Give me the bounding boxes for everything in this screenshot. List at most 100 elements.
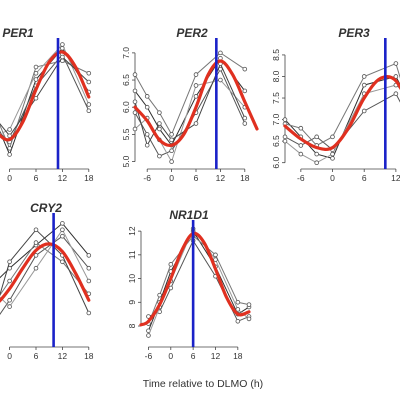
data-point: [60, 227, 65, 233]
data-point: [157, 121, 162, 126]
data-point: [157, 126, 162, 132]
y-tick-label: 8: [127, 323, 137, 328]
y-tick-label: 8.0: [271, 70, 281, 82]
y-tick-label: 9: [127, 300, 137, 305]
x-tick-label: 0: [330, 173, 335, 183]
y-tick-label: 5.0: [121, 155, 131, 167]
data-point: [60, 42, 65, 47]
subject-line: [0, 235, 90, 316]
x-tick-label: 0: [7, 351, 12, 361]
data-point: [193, 94, 199, 99]
data-point: [213, 252, 218, 258]
data-point: [60, 221, 65, 226]
x-tick-label: 12: [58, 351, 68, 361]
data-point: [33, 227, 39, 233]
data-point: [132, 99, 138, 105]
data-point: [33, 70, 39, 76]
data-point: [157, 110, 162, 115]
y-tick-label: 6.0: [121, 101, 131, 113]
y-tick-label: 5.5: [121, 128, 131, 140]
data-point: [330, 134, 335, 140]
x-tick-label: 12: [211, 351, 221, 361]
data-point: [86, 108, 92, 114]
data-point: [314, 134, 319, 140]
data-point: [132, 126, 138, 132]
data-point: [282, 138, 288, 144]
x-tick-label: 12: [391, 173, 400, 183]
x-tick-label: 6: [191, 351, 196, 361]
data-point: [144, 142, 150, 148]
data-point: [246, 302, 252, 307]
x-tick-label: 18: [84, 173, 94, 183]
y-tick-label: 12: [127, 226, 137, 236]
data-point: [361, 108, 367, 114]
data-point: [361, 82, 367, 88]
x-tick-label: 6: [34, 351, 39, 361]
data-point: [7, 152, 12, 157]
data-point: [132, 72, 138, 77]
data-point: [193, 83, 199, 88]
data-point: [33, 240, 39, 245]
data-point: [33, 64, 39, 70]
data-point: [169, 148, 174, 153]
data-point: [298, 125, 304, 131]
data-point: [33, 77, 39, 82]
subject-line: [0, 228, 90, 308]
x-tick-label: -6: [145, 351, 153, 361]
y-tick-label: 7.0: [271, 113, 281, 125]
data-point: [60, 233, 65, 239]
panel-title: CRY2: [30, 201, 62, 215]
data-point: [235, 307, 241, 312]
x-axis-label: Time relative to DLMO (h): [143, 378, 263, 390]
data-point: [218, 77, 223, 83]
data-point: [361, 74, 367, 79]
data-point: [169, 159, 174, 164]
data-point: [169, 132, 174, 137]
data-point: [146, 333, 151, 338]
panel-per1: PER1 0 6 12 18: [0, 26, 94, 183]
data-point: [144, 132, 150, 137]
x-tick-label: 0: [168, 351, 173, 361]
data-point: [7, 133, 12, 139]
data-point: [157, 292, 162, 298]
data-point: [242, 121, 248, 126]
data-point: [393, 74, 399, 79]
x-tick-label: 18: [84, 351, 94, 361]
x-tick-label: 6: [194, 173, 199, 183]
data-point: [242, 66, 248, 72]
data-point: [132, 88, 138, 94]
subject-line: [0, 241, 90, 296]
data-point: [242, 88, 248, 94]
data-point: [282, 117, 288, 122]
panel-nr1d1: NR1D1 8 9 10 11 12 -6 0 6 12 18: [127, 208, 252, 361]
data-point: [246, 316, 252, 322]
y-tick-label: 8.5: [271, 49, 281, 61]
subject-line: [0, 60, 90, 150]
y-tick-label: 11: [127, 250, 137, 259]
data-point: [314, 151, 319, 157]
panel-cry2: CRY2 0 6 12 18: [0, 201, 94, 361]
data-point: [169, 137, 174, 143]
data-point: [86, 310, 92, 316]
subject-line: [147, 230, 250, 331]
fit-curve: [139, 231, 251, 327]
data-point: [86, 265, 92, 271]
fit-curve: [283, 75, 400, 152]
panel-title: NR1D1: [169, 208, 209, 222]
data-point: [168, 262, 174, 267]
y-tick-label: 6.5: [271, 135, 281, 147]
panel-per3: PER3 6.0 6.5 7.0 7.5 8.0 8.5 -6 0 6 12: [271, 26, 400, 183]
fit-curve: [0, 242, 91, 303]
x-tick-label: 18: [233, 351, 243, 361]
panel-title: PER3: [338, 26, 370, 40]
data-point: [298, 143, 304, 148]
data-point: [86, 278, 92, 284]
data-point: [7, 127, 12, 132]
data-point: [86, 70, 92, 76]
data-point: [218, 50, 223, 56]
data-point: [393, 91, 399, 97]
data-point: [393, 61, 399, 66]
data-point: [193, 121, 199, 126]
